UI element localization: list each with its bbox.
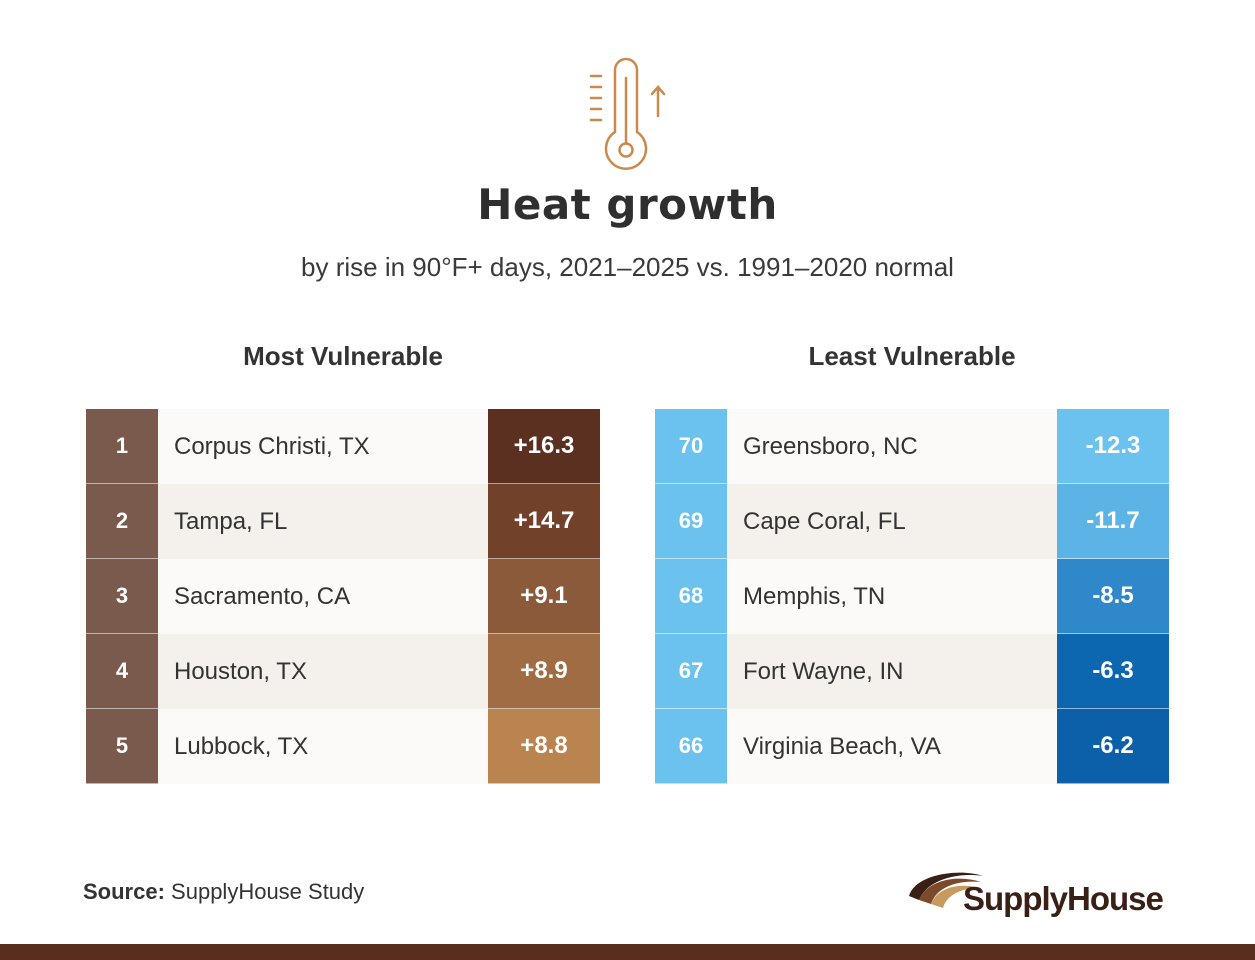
value-cell: +8.8 bbox=[488, 709, 600, 784]
rank-cell: 5 bbox=[86, 709, 158, 784]
city-cell: Greensboro, NC bbox=[727, 409, 1057, 484]
table-row: 3 Sacramento, CA +9.1 bbox=[86, 559, 600, 634]
city-cell: Houston, TX bbox=[158, 634, 488, 709]
table-row: 67 Fort Wayne, IN -6.3 bbox=[655, 634, 1169, 709]
value-cell: +8.9 bbox=[488, 634, 600, 709]
rank-cell: 69 bbox=[655, 484, 727, 559]
table-row: 69 Cape Coral, FL -11.7 bbox=[655, 484, 1169, 559]
logo-swoosh-icon bbox=[909, 872, 983, 908]
rank-cell: 68 bbox=[655, 559, 727, 634]
city-cell: Corpus Christi, TX bbox=[158, 409, 488, 484]
source-label: Source: bbox=[83, 879, 165, 904]
city-cell: Memphis, TN bbox=[727, 559, 1057, 634]
value-cell: +9.1 bbox=[488, 559, 600, 634]
rank-cell: 66 bbox=[655, 709, 727, 784]
page-title: Heat growth bbox=[477, 180, 778, 229]
supplyhouse-logo: SupplyHouse bbox=[905, 862, 1175, 920]
page-subtitle: by rise in 90°F+ days, 2021–2025 vs. 199… bbox=[301, 252, 954, 282]
rank-cell: 3 bbox=[86, 559, 158, 634]
source-note: Source: SupplyHouse Study bbox=[83, 879, 364, 905]
table-row: 1 Corpus Christi, TX +16.3 bbox=[86, 409, 600, 484]
city-cell: Cape Coral, FL bbox=[727, 484, 1057, 559]
rank-cell: 70 bbox=[655, 409, 727, 484]
city-cell: Tampa, FL bbox=[158, 484, 488, 559]
bottom-bar bbox=[0, 944, 1255, 960]
value-cell: +16.3 bbox=[488, 409, 600, 484]
table-row: 2 Tampa, FL +14.7 bbox=[86, 484, 600, 559]
logo-text: SupplyHouse bbox=[963, 880, 1164, 917]
rank-cell: 1 bbox=[86, 409, 158, 484]
value-cell: -12.3 bbox=[1057, 409, 1169, 484]
least-vulnerable-table: 70 Greensboro, NC -12.3 69 Cape Coral, F… bbox=[655, 409, 1169, 784]
table-row: 4 Houston, TX +8.9 bbox=[86, 634, 600, 709]
source-text: SupplyHouse Study bbox=[171, 879, 365, 904]
rank-cell: 2 bbox=[86, 484, 158, 559]
most-vulnerable-heading: Most Vulnerable bbox=[243, 341, 443, 371]
thermometer-rising-icon bbox=[588, 56, 668, 174]
value-cell: -6.3 bbox=[1057, 634, 1169, 709]
table-row: 70 Greensboro, NC -12.3 bbox=[655, 409, 1169, 484]
table-row: 68 Memphis, TN -8.5 bbox=[655, 559, 1169, 634]
least-vulnerable-heading: Least Vulnerable bbox=[808, 341, 1016, 371]
rank-cell: 67 bbox=[655, 634, 727, 709]
city-cell: Sacramento, CA bbox=[158, 559, 488, 634]
city-cell: Lubbock, TX bbox=[158, 709, 488, 784]
table-row: 66 Virginia Beach, VA -6.2 bbox=[655, 709, 1169, 784]
table-row: 5 Lubbock, TX +8.8 bbox=[86, 709, 600, 784]
city-cell: Virginia Beach, VA bbox=[727, 709, 1057, 784]
most-vulnerable-table: 1 Corpus Christi, TX +16.3 2 Tampa, FL +… bbox=[86, 409, 600, 784]
value-cell: -6.2 bbox=[1057, 709, 1169, 784]
rank-cell: 4 bbox=[86, 634, 158, 709]
value-cell: +14.7 bbox=[488, 484, 600, 559]
value-cell: -11.7 bbox=[1057, 484, 1169, 559]
city-cell: Fort Wayne, IN bbox=[727, 634, 1057, 709]
value-cell: -8.5 bbox=[1057, 559, 1169, 634]
